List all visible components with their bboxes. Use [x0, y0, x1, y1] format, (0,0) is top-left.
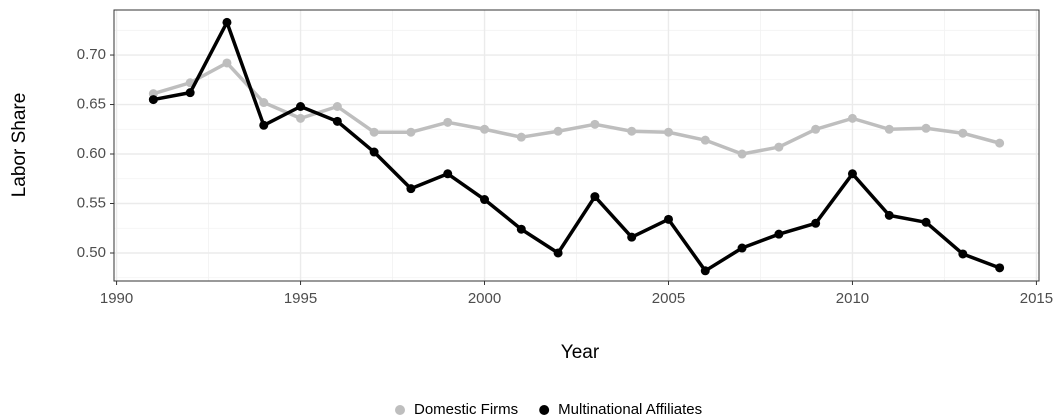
- data-point: [480, 195, 490, 205]
- data-point: [700, 135, 710, 145]
- data-point: [296, 102, 306, 112]
- series-line: [152, 61, 1001, 156]
- x-tick-label: 2000: [468, 290, 501, 307]
- data-point: [884, 210, 894, 220]
- data-point: [737, 149, 747, 159]
- data-point: [811, 124, 821, 134]
- data-point: [516, 132, 526, 142]
- data-point: [369, 127, 379, 137]
- data-point: [553, 126, 563, 136]
- data-point: [332, 116, 342, 126]
- legend-marker: [395, 405, 405, 415]
- data-point: [663, 214, 673, 224]
- plot-border: [113, 9, 1040, 282]
- data-point: [847, 169, 857, 179]
- data-point: [222, 17, 232, 27]
- data-point: [663, 127, 673, 137]
- data-point: [590, 119, 600, 129]
- data-point: [627, 232, 637, 242]
- data-point: [185, 88, 195, 98]
- data-point: [995, 263, 1005, 273]
- y-tick-label: 0.55: [77, 194, 106, 211]
- data-point: [958, 128, 968, 138]
- data-point: [332, 102, 342, 112]
- legend-label: Domestic Firms: [414, 401, 518, 418]
- data-point: [553, 248, 563, 258]
- data-point: [627, 126, 637, 136]
- y-tick-label: 0.50: [77, 244, 106, 261]
- x-tick-label: 2015: [1020, 290, 1053, 307]
- legend-label: Multinational Affiliates: [558, 401, 702, 418]
- data-point: [369, 147, 379, 157]
- y-axis-label: Labor Share: [9, 93, 30, 198]
- data-point: [222, 58, 232, 68]
- x-tick-label: 2010: [836, 290, 869, 307]
- data-point: [480, 124, 490, 134]
- y-tick-label: 0.65: [77, 95, 106, 112]
- data-point: [921, 217, 931, 227]
- data-point: [958, 249, 968, 259]
- y-tick-label: 0.60: [77, 145, 106, 162]
- data-point: [774, 229, 784, 239]
- data-point: [516, 224, 526, 234]
- data-point: [737, 243, 747, 253]
- data-point: [406, 184, 416, 194]
- series-line: [153, 20, 1001, 273]
- x-tick-label: 1995: [284, 290, 317, 307]
- y-tick-label: 0.70: [77, 46, 106, 63]
- x-tick-label: 2005: [652, 290, 685, 307]
- data-point: [406, 127, 416, 137]
- data-point: [443, 117, 453, 127]
- x-tick-label: 1990: [100, 290, 133, 307]
- data-point: [296, 113, 306, 123]
- data-point: [700, 266, 710, 276]
- data-point: [259, 120, 269, 130]
- data-point: [995, 138, 1005, 148]
- data-point: [884, 124, 894, 134]
- data-point: [847, 113, 857, 123]
- data-point: [811, 218, 821, 228]
- data-point: [443, 169, 453, 179]
- data-point: [148, 95, 158, 105]
- data-point: [590, 192, 600, 202]
- data-point: [774, 142, 784, 152]
- legend-marker: [539, 405, 550, 415]
- data-point: [259, 98, 269, 108]
- x-axis-label: Year: [561, 342, 600, 363]
- data-point: [921, 123, 931, 133]
